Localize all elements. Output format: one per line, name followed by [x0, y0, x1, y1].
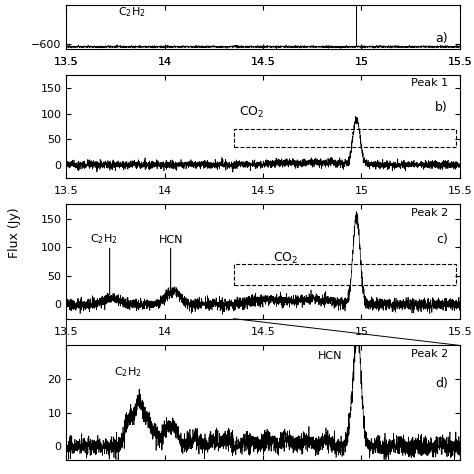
- Text: Peak 2: Peak 2: [411, 208, 448, 218]
- Text: a): a): [435, 32, 448, 45]
- Text: 14.5: 14.5: [251, 57, 275, 67]
- Text: 14: 14: [158, 57, 172, 67]
- Text: 14: 14: [158, 57, 172, 67]
- Text: 15.5: 15.5: [447, 328, 472, 337]
- Bar: [234, 129, 456, 147]
- Text: 15: 15: [355, 57, 368, 67]
- Text: 15: 15: [355, 186, 368, 196]
- Text: d): d): [435, 377, 448, 391]
- Text: 14: 14: [158, 186, 172, 196]
- Text: $\mathregular{CO_2}$: $\mathregular{CO_2}$: [239, 105, 265, 120]
- Text: $\mathregular{C_2H_2}$: $\mathregular{C_2H_2}$: [118, 5, 145, 18]
- Text: 15.5: 15.5: [447, 186, 472, 196]
- Text: 13.5: 13.5: [54, 57, 79, 67]
- Text: 15.5: 15.5: [447, 57, 472, 67]
- Text: $\mathregular{C_2H_2}$: $\mathregular{C_2H_2}$: [90, 233, 118, 246]
- Text: Peak 1: Peak 1: [411, 78, 448, 88]
- Text: 15: 15: [355, 328, 368, 337]
- Text: 15: 15: [355, 57, 368, 67]
- Text: c): c): [436, 233, 448, 246]
- Text: 13.5: 13.5: [54, 186, 79, 196]
- Text: 13.5: 13.5: [54, 328, 79, 337]
- Text: $\mathregular{CO_2}$: $\mathregular{CO_2}$: [273, 250, 298, 265]
- Text: HCN: HCN: [159, 235, 183, 245]
- Text: $\mathregular{C_2H_2}$: $\mathregular{C_2H_2}$: [114, 365, 141, 380]
- Text: Peak 2: Peak 2: [411, 349, 448, 359]
- Text: 13.5: 13.5: [54, 57, 79, 67]
- Text: 14.5: 14.5: [251, 328, 275, 337]
- Text: b): b): [435, 101, 448, 114]
- Text: 14.5: 14.5: [251, 57, 275, 67]
- Bar: [234, 264, 456, 285]
- Text: 15.5: 15.5: [447, 57, 472, 67]
- Text: Flux (Jy): Flux (Jy): [8, 207, 21, 257]
- Text: HCN: HCN: [318, 351, 343, 361]
- Text: 14: 14: [158, 328, 172, 337]
- Text: 14.5: 14.5: [251, 186, 275, 196]
